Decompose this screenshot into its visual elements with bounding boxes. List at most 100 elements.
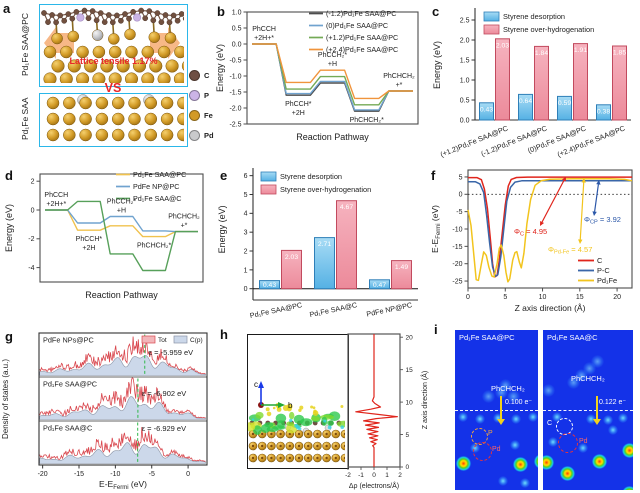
svg-text:Tot: Tot (158, 337, 167, 344)
svg-text:-20: -20 (38, 471, 48, 478)
panel-letter-h: h (220, 327, 228, 342)
panel-a-bottom-structure (39, 93, 190, 148)
bar (336, 200, 357, 290)
charge-density-spot (608, 425, 618, 435)
charge-density-spot (621, 442, 633, 458)
chart-svg: 0 1 2 3 4 5 6 Energy (eV) 0.43 2.03 Pd₁Fe SAA@PC 2.… (217, 168, 418, 320)
panel-e-bar-chart: 0 1 2 3 4 5 6 Energy (eV) 0.43 2.03 Pd₁Fe SAA@PC 2.… (213, 160, 428, 320)
surface-dashed-line-right (543, 410, 633, 411)
svg-text:Pd₁Fe SAA@PC: Pd₁Fe SAA@PC (133, 170, 186, 179)
bar (573, 43, 588, 121)
svg-text:(0)Pd₁Fe SAA@PC: (0)Pd₁Fe SAA@PC (326, 21, 388, 30)
panel-i-heatmap-saa-c: Pd₁Fe SAA@C PhCHCH₂ 0.122 e⁻ C Pd (543, 330, 633, 490)
svg-text:ε = -6.929 eV: ε = -6.929 eV (142, 424, 186, 433)
chart-svg: 2 0 -2 -4 Energy (eV) Reaction Pathway Pd₁Fe S… (4, 170, 204, 300)
svg-text:0.43: 0.43 (480, 106, 493, 113)
charge-density-spot (578, 443, 588, 453)
svg-text:-20: -20 (452, 261, 462, 268)
svg-text:C: C (597, 256, 603, 265)
charge-density-spot (511, 414, 521, 424)
panel-h-drho-plot: -2 -1 0 1 2 0 5 10 15 20 Δρ (electrons/Å) Z axis di… (335, 324, 462, 493)
svg-text:Reaction Pathway: Reaction Pathway (85, 290, 158, 300)
panel-a-bottom-structure-label: Pd₁Fe SAA (20, 97, 30, 141)
panel-letter-e: e (220, 168, 228, 183)
svg-text:0: 0 (406, 464, 410, 471)
svg-text:0.64: 0.64 (519, 98, 532, 105)
svg-text:0: 0 (186, 471, 190, 478)
svg-text:+H: +H (117, 207, 126, 214)
charge-density-spot (586, 414, 596, 424)
panel-letter-g: g (5, 329, 13, 344)
svg-text:Z axis direction (Å): Z axis direction (Å) (515, 303, 586, 313)
dos-tot-line (39, 426, 206, 462)
svg-text:2.03: 2.03 (496, 42, 509, 49)
charge-density-spot (548, 437, 558, 447)
svg-text:+2H: +2H (82, 245, 95, 252)
svg-text:0.5: 0.5 (232, 25, 242, 32)
svg-text:-15: -15 (452, 244, 462, 251)
svg-text:C(p): C(p) (190, 337, 203, 344)
bar (518, 93, 533, 121)
svg-text:0.47: 0.47 (373, 282, 386, 289)
chart-svg: 0 5 10 15 20 5 0 -5 -10 -15 -20 -25 Z axis direction… (430, 169, 633, 313)
svg-text:Z axis direction (Å): Z axis direction (Å) (420, 371, 429, 429)
svg-text:2.03: 2.03 (285, 254, 298, 261)
atom-color-swatch-fe (189, 110, 200, 121)
workfunction-curve (467, 177, 633, 283)
svg-text:0: 0 (31, 207, 35, 214)
svg-text:PhCHCH₂: PhCHCH₂ (383, 73, 415, 80)
charge-transfer-arrowhead-left (497, 419, 505, 425)
svg-text:2: 2 (244, 248, 248, 255)
svg-text:5: 5 (459, 174, 463, 181)
svg-text:(+2.4)Pd₁Fe SAA@PC: (+2.4)Pd₁Fe SAA@PC (556, 124, 626, 159)
molecule-label-right: PhCHCH₂ (571, 374, 605, 383)
svg-text:2: 2 (31, 179, 35, 186)
charge-density-spot (481, 389, 495, 403)
bar (259, 280, 280, 290)
svg-text:0: 0 (459, 192, 463, 199)
svg-text:+2H: +2H (292, 110, 305, 117)
charge-density-spot (552, 412, 562, 422)
charge-density-spot (590, 354, 604, 368)
chart-svg (41, 7, 195, 86)
charge-density-spot (475, 414, 485, 424)
panel-letter-c: c (432, 4, 440, 19)
svg-text:PhCCH: PhCCH (252, 26, 276, 33)
svg-text:b: b (288, 401, 293, 410)
svg-text:Δρ (electrons/Å): Δρ (electrons/Å) (349, 481, 399, 490)
svg-text:-2: -2 (28, 236, 34, 243)
dos-tot-line (39, 377, 206, 419)
panel-letter-b: b (217, 4, 225, 19)
panel-a-top-structure-label: Pd₁Fe SAA@PC (20, 13, 30, 77)
charge-density-spot (498, 378, 512, 392)
atomic-model-saa (40, 94, 190, 148)
svg-text:10: 10 (406, 399, 414, 406)
chart-svg: 1.0 0.5 0.0 -0.5 -1.0 -1.5 -2.0 -2.5 Energy (eV)… (215, 9, 419, 142)
svg-text:4: 4 (244, 211, 248, 218)
svg-text:-0.5: -0.5 (229, 57, 241, 64)
svg-text:Pd₁Fe SAA@C: Pd₁Fe SAA@C (309, 300, 358, 319)
bar (479, 102, 494, 121)
atom-color-swatch-p (189, 90, 200, 101)
panel-d-energy-diagram: 2 0 -2 -4 Energy (eV) Reaction Pathway Pd₁Fe S… (0, 160, 215, 320)
panel-c-bar-chart: 0.0 0.5 1.0 1.5 2.0 2.5 Energy (eV) 0.43 2.03 (+1… (428, 0, 640, 163)
svg-text:Styrene over-hydrogenation: Styrene over-hydrogenation (503, 25, 594, 34)
charge-density-spot (591, 453, 607, 469)
svg-text:PhCHCH₂: PhCHCH₂ (168, 214, 200, 221)
svg-text:-25: -25 (452, 278, 462, 285)
pd-atom-circle-left (473, 442, 492, 461)
svg-text:PhCCH₂*: PhCCH₂* (318, 52, 347, 59)
atom-color-swatch-c (189, 70, 200, 81)
panel-i-heatmap-saa-pc: Pd₁Fe SAA@PC PhCHCH₂ 0.100 e⁻ P Pd (455, 330, 538, 490)
heatmap-right-title: Pd₁Fe SAA@C (547, 333, 598, 342)
charge-transfer-arrow-left (500, 396, 502, 420)
panel-letter-f: f (431, 168, 436, 183)
svg-text:Pd₁Fe SAA@PC: Pd₁Fe SAA@PC (249, 300, 303, 320)
charge-density-spot (533, 453, 538, 469)
svg-text:+*: +* (181, 223, 188, 230)
svg-text:Pd₁Fe: Pd₁Fe (597, 276, 617, 285)
vs-label: VS (104, 81, 122, 95)
energy-series-line (45, 209, 198, 238)
bar (534, 45, 549, 121)
svg-text:0.5: 0.5 (460, 97, 470, 104)
